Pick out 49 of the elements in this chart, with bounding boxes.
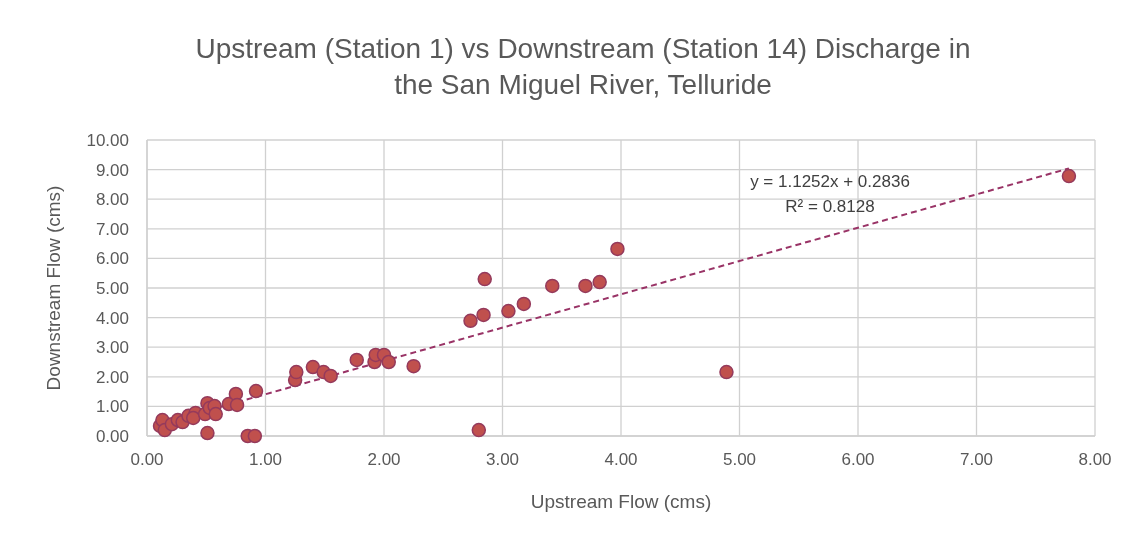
y-tick-label: 8.00 bbox=[95, 190, 129, 210]
chart-title: Upstream (Station 1) vs Downstream (Station 14) Discharge in the San Miguel River, Telluride bbox=[195, 33, 971, 100]
point bbox=[471, 422, 487, 438]
x-tick-label: 1.00 bbox=[248, 450, 283, 469]
point bbox=[323, 368, 338, 384]
point bbox=[208, 406, 223, 422]
y-tick-label: 10.00 bbox=[86, 131, 129, 150]
y-tick-label: 5.00 bbox=[95, 279, 129, 298]
point bbox=[247, 428, 263, 444]
point bbox=[289, 364, 304, 380]
y-tick-label: 1.00 bbox=[95, 397, 129, 417]
y-tick-label: 3.00 bbox=[95, 338, 129, 358]
y-tick-label: 6.00 bbox=[95, 249, 129, 269]
x-tick-label: 5.00 bbox=[722, 450, 757, 469]
point bbox=[381, 354, 396, 370]
x-tick-label: 0.00 bbox=[130, 450, 164, 469]
point bbox=[610, 241, 625, 257]
point bbox=[185, 410, 201, 426]
annotation: y = 1.1252x + 0.2836 bbox=[750, 172, 910, 191]
x-tick-label: 3.00 bbox=[485, 450, 520, 469]
point bbox=[592, 274, 607, 290]
point bbox=[248, 383, 264, 399]
x-axis-title: Upstream Flow (cms) bbox=[530, 491, 712, 512]
point bbox=[516, 296, 532, 312]
point bbox=[305, 359, 321, 375]
point bbox=[463, 313, 478, 329]
x-tick-label: 6.00 bbox=[841, 450, 875, 469]
y-tick-label: 0.00 bbox=[95, 427, 129, 446]
point bbox=[578, 278, 593, 294]
point bbox=[476, 307, 491, 323]
y-axis-title: Downstream Flow (cms) bbox=[43, 185, 64, 391]
x-tick-label: 8.00 bbox=[1078, 450, 1112, 469]
x-tick-label: 2.00 bbox=[367, 450, 401, 469]
point bbox=[477, 271, 492, 287]
y-tick-label: 4.00 bbox=[95, 308, 129, 328]
point bbox=[229, 397, 245, 413]
point bbox=[349, 352, 364, 368]
point bbox=[200, 425, 215, 441]
y-tick-label: 7.00 bbox=[95, 219, 129, 239]
annotation: R² = 0.8128 bbox=[785, 197, 875, 216]
point bbox=[501, 303, 516, 319]
point bbox=[406, 358, 421, 374]
x-tick-label: 7.00 bbox=[959, 450, 994, 469]
x-tick-label: 4.00 bbox=[604, 450, 638, 469]
point bbox=[719, 364, 734, 380]
point bbox=[545, 278, 560, 294]
y-tick-label: 2.00 bbox=[95, 367, 129, 387]
point bbox=[1061, 168, 1077, 184]
y-tick-label: 9.00 bbox=[95, 160, 129, 180]
